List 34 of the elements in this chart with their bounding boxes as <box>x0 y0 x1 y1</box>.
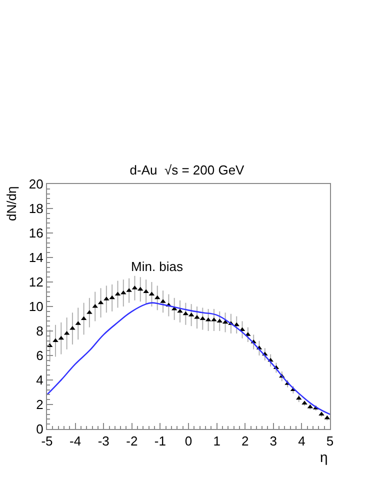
chart-title: d-Au √s = 200 GeV <box>130 162 245 178</box>
annotation: Min. bias <box>131 259 184 274</box>
point <box>302 400 308 405</box>
x-tick-label: -1 <box>154 434 166 449</box>
point <box>177 308 183 313</box>
y-tick-label: 4 <box>36 372 44 388</box>
x-axis-title: η <box>320 449 328 465</box>
y-tick-label: 20 <box>28 176 44 192</box>
x-tick-label: 3 <box>270 434 278 449</box>
x-tick-label: 4 <box>298 434 306 449</box>
x-tick-label: 1 <box>213 434 220 449</box>
y-tick-label: 18 <box>28 201 44 216</box>
x-tick-label: -3 <box>98 434 110 449</box>
y-tick-label: 8 <box>36 324 44 339</box>
y-tick-label: 0 <box>36 422 44 437</box>
x-tick-label: 2 <box>241 434 249 449</box>
point <box>52 338 58 342</box>
point <box>143 289 149 294</box>
x-tick-label: 5 <box>326 434 334 449</box>
y-tick-label: 10 <box>28 299 44 314</box>
y-tick-label: 2 <box>36 397 44 412</box>
x-tick-label: -5 <box>41 434 53 449</box>
x-tick-label: -2 <box>126 434 138 449</box>
y-axis-title: dN/dη <box>4 186 19 221</box>
line-series <box>47 302 330 415</box>
y-tick-label: 14 <box>28 250 44 266</box>
point <box>138 286 144 291</box>
point <box>109 295 115 300</box>
y-tick-label: 12 <box>28 274 44 290</box>
y-tick-label: 16 <box>28 226 44 241</box>
x-tick-label: 0 <box>184 434 192 449</box>
x-tick-label: -4 <box>70 434 82 449</box>
y-tick-label: 6 <box>36 348 44 364</box>
point <box>318 412 324 416</box>
